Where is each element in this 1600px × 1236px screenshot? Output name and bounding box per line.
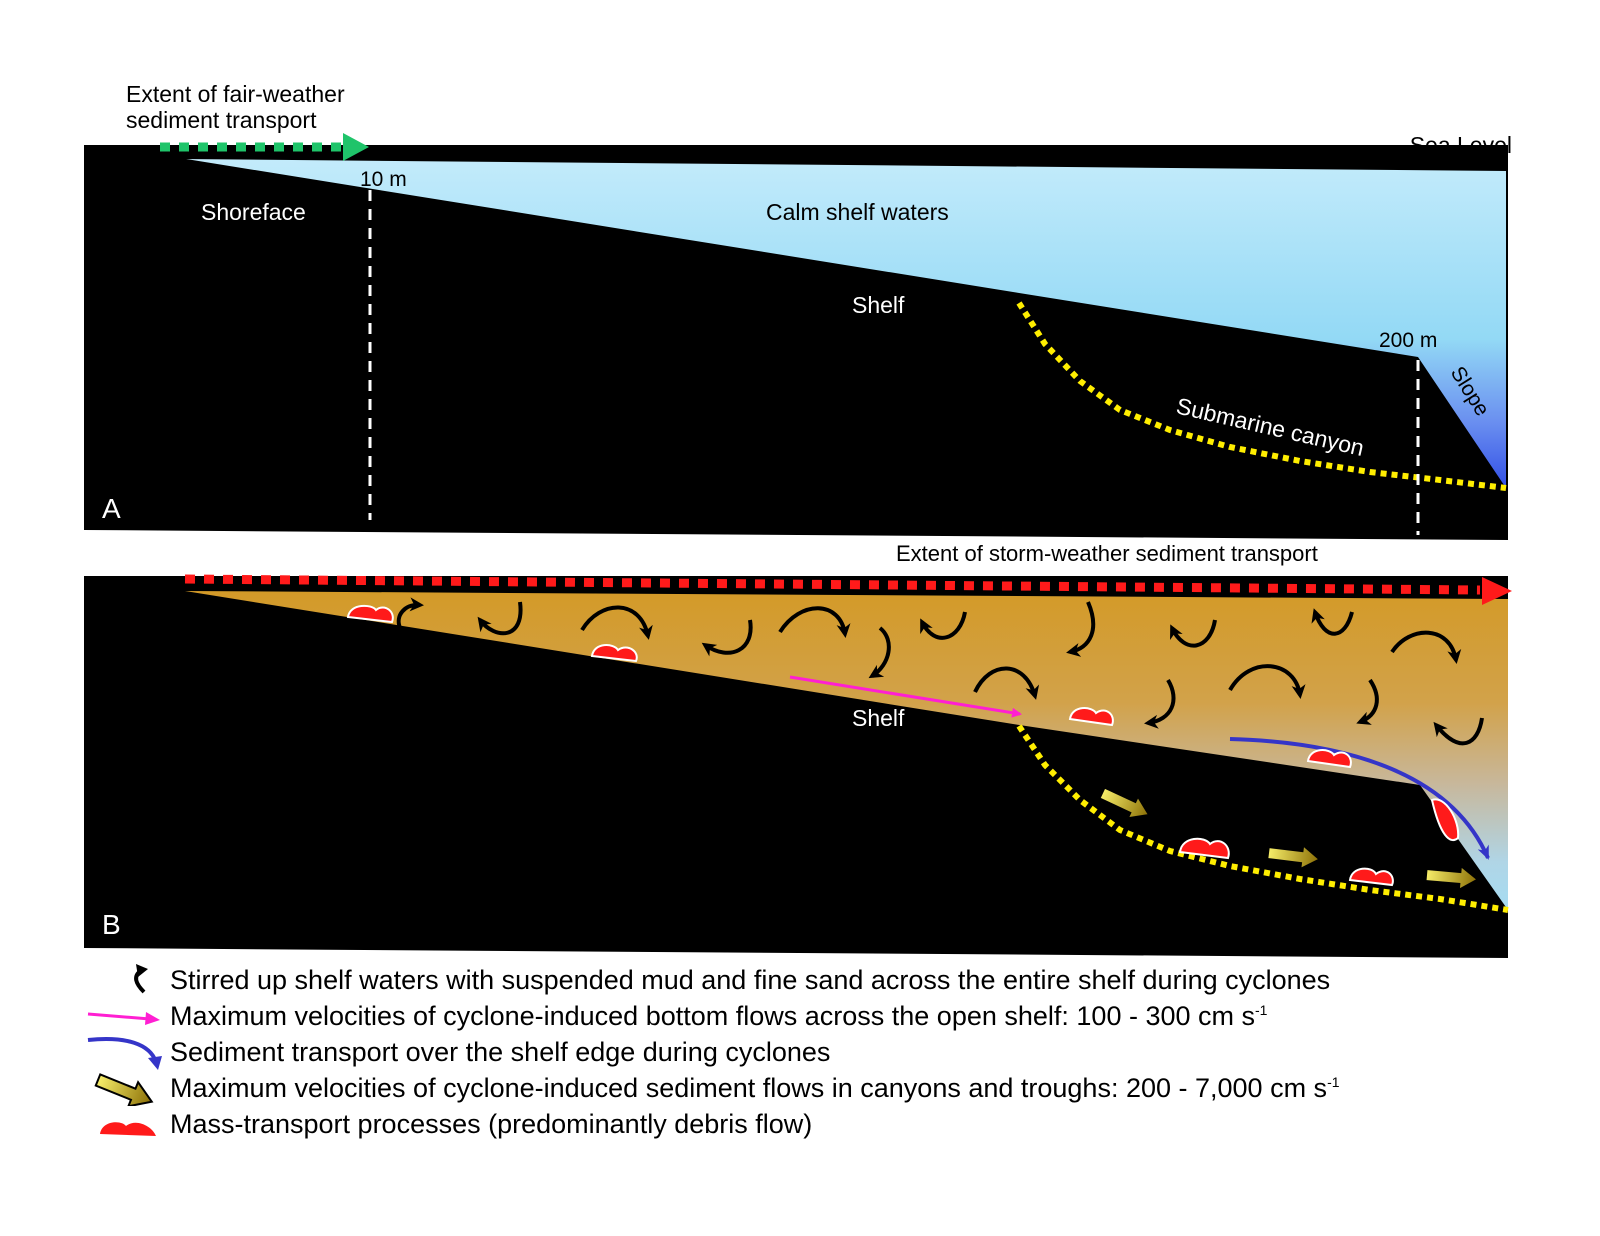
debris-flow-icon (100, 1122, 156, 1136)
storm-arrow-shaft (184, 574, 1481, 595)
swirl-arrow (973, 666, 1040, 700)
shoreface-label: Shoreface (201, 199, 306, 225)
legend-item-canyon-flow: Maximum velocities of cyclone-induced se… (86, 1070, 1340, 1106)
panel-a: Extent of fair-weather sediment transpor… (84, 81, 1512, 540)
legend-label-stirred: Stirred up shelf waters with suspended m… (170, 964, 1331, 995)
debris-flows (346, 604, 1460, 887)
shelf-edge-transport-arrow (1229, 737, 1490, 860)
swirl-arrow (1066, 601, 1096, 657)
swirl-arrow (868, 626, 891, 679)
debris-flow (1306, 749, 1352, 769)
fair-weather-label-1: Extent of fair-weather (126, 81, 345, 107)
legend-item-stirred: Stirred up shelf waters with suspended m… (86, 962, 1330, 998)
magenta-arrow-icon (87, 1012, 160, 1025)
canyon-flow-arrow (1266, 843, 1322, 871)
fair-weather-arrow-head (343, 133, 369, 161)
sea-level-label: Sea Level (1410, 132, 1512, 158)
swirl-arrow (396, 597, 424, 629)
swirl-arrow (1433, 717, 1484, 746)
debris-flow (346, 604, 394, 624)
depth-label-10m: 10 m (360, 168, 407, 191)
swirl-arrow (701, 619, 753, 657)
bottom-flow-arrow (789, 675, 1022, 718)
legend-label-bottom-flow-text: Maximum velocities of cyclone-induced bo… (170, 1000, 1255, 1031)
calm-water-body (180, 158, 1506, 488)
canyon-flow-arrow (1098, 786, 1151, 820)
legend-label-mass-transport: Mass-transport processes (predominantly … (170, 1108, 813, 1139)
storm-arrow-head (1482, 577, 1512, 605)
swirl-arrow (1228, 664, 1306, 699)
yellow-arrow-icon (94, 1073, 154, 1106)
shelf-label-b: Shelf (852, 705, 905, 731)
debris-flow (1348, 867, 1394, 887)
debris-flow (1430, 798, 1460, 841)
stirred-water-arrows (396, 597, 1484, 746)
panel-b: Extent of storm-weather sediment transpo… (84, 541, 1512, 958)
legend-label-canyon-flow-text: Maximum velocities of cyclone-induced se… (170, 1072, 1328, 1103)
swirl-arrow (1390, 630, 1462, 664)
canyon-flow-arrows (1098, 786, 1480, 892)
swirl-arrow (920, 611, 967, 640)
debris-flow (590, 644, 638, 663)
legend-item-shelf-edge: Sediment transport over the shelf edge d… (86, 1034, 830, 1070)
legend-label-canyon-flow-sup: -1 (1327, 1073, 1340, 1090)
legend-label-shelf-edge: Sediment transport over the shelf edge d… (170, 1036, 831, 1067)
canyon-line-a (1016, 301, 1507, 491)
swirl-arrow (1170, 619, 1217, 648)
swirl-arrow (580, 605, 653, 640)
legend-label-canyon-flow: Maximum velocities of cyclone-induced se… (170, 1073, 1340, 1104)
depth-label-200m: 200 m (1379, 329, 1437, 352)
panel-a-letter: A (102, 493, 121, 524)
blue-curved-arrow-icon (87, 1037, 162, 1070)
fair-weather-label-2: sediment transport (126, 107, 317, 133)
legend-label-bottom-flow-sup: -1 (1255, 1001, 1268, 1018)
storm-water-body (185, 591, 1508, 910)
debris-flow (1068, 707, 1114, 727)
sea-level-line (179, 157, 1508, 171)
swirl-arrow (1144, 678, 1176, 729)
swirl-arrow (778, 606, 851, 638)
legend-label-bottom-flow: Maximum velocities of cyclone-induced bo… (170, 1001, 1267, 1032)
swirl-arrow (477, 601, 523, 636)
swirl-arrow (1311, 608, 1354, 636)
legend-item-mass-transport: Mass-transport processes (predominantly … (86, 1106, 812, 1142)
calm-waters-label: Calm shelf waters (766, 199, 949, 225)
legend-item-bottom-flow: Maximum velocities of cyclone-induced bo… (86, 998, 1267, 1034)
storm-weather-label: Extent of storm-weather sediment transpo… (896, 541, 1318, 566)
canyon-line-b (1016, 724, 1509, 913)
panel-b-letter: B (102, 909, 121, 940)
debris-flow (1178, 837, 1230, 860)
canyon-flow-arrow (1424, 864, 1480, 892)
shelf-label-a: Shelf (852, 292, 905, 318)
swirl-arrow-icon (134, 964, 148, 994)
swirl-arrow (1356, 678, 1379, 725)
